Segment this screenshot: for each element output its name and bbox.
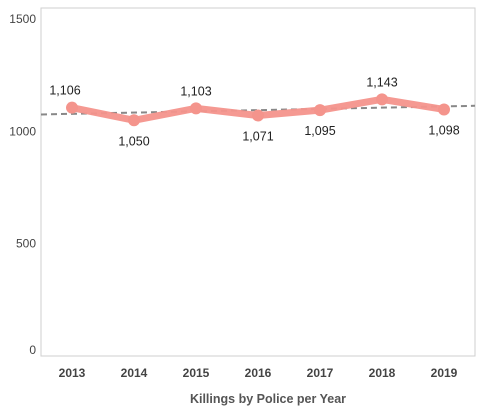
data-label: 1,143	[366, 75, 397, 89]
data-point	[314, 104, 326, 117]
x-tick-label: 2017	[307, 366, 334, 380]
data-points	[66, 93, 450, 127]
data-point	[376, 93, 388, 106]
y-tick-label: 500	[16, 237, 36, 251]
y-axis-ticks: 0 500 1000 1500	[9, 12, 36, 357]
x-tick-label: 2013	[59, 366, 86, 380]
data-label: 1,050	[118, 134, 149, 148]
x-axis-ticks: 2013 2014 2015 2016 2017 2018 2019	[59, 366, 458, 380]
y-tick-label: 1000	[9, 124, 36, 138]
x-axis-title: Killings by Police per Year	[190, 392, 346, 406]
data-label: 1,103	[180, 84, 211, 98]
x-tick-label: 2016	[245, 366, 272, 380]
x-tick-label: 2015	[183, 366, 210, 380]
data-label: 1,071	[242, 130, 273, 144]
plot-area	[40, 7, 476, 357]
data-point	[128, 114, 140, 127]
x-tick-label: 2019	[431, 366, 458, 380]
data-labels: 1,106 1,050 1,103 1,071 1,095 1,143 1,098	[49, 75, 459, 148]
x-tick-label: 2018	[369, 366, 396, 380]
y-tick-label: 1500	[9, 12, 36, 26]
data-label: 1,098	[428, 123, 459, 137]
data-point	[252, 109, 264, 122]
data-point	[190, 102, 202, 115]
data-label: 1,106	[49, 84, 80, 98]
y-tick-label: 0	[29, 343, 36, 357]
data-label: 1,095	[304, 124, 335, 138]
data-point	[66, 101, 78, 114]
x-tick-label: 2014	[121, 366, 148, 380]
data-point	[438, 103, 450, 116]
